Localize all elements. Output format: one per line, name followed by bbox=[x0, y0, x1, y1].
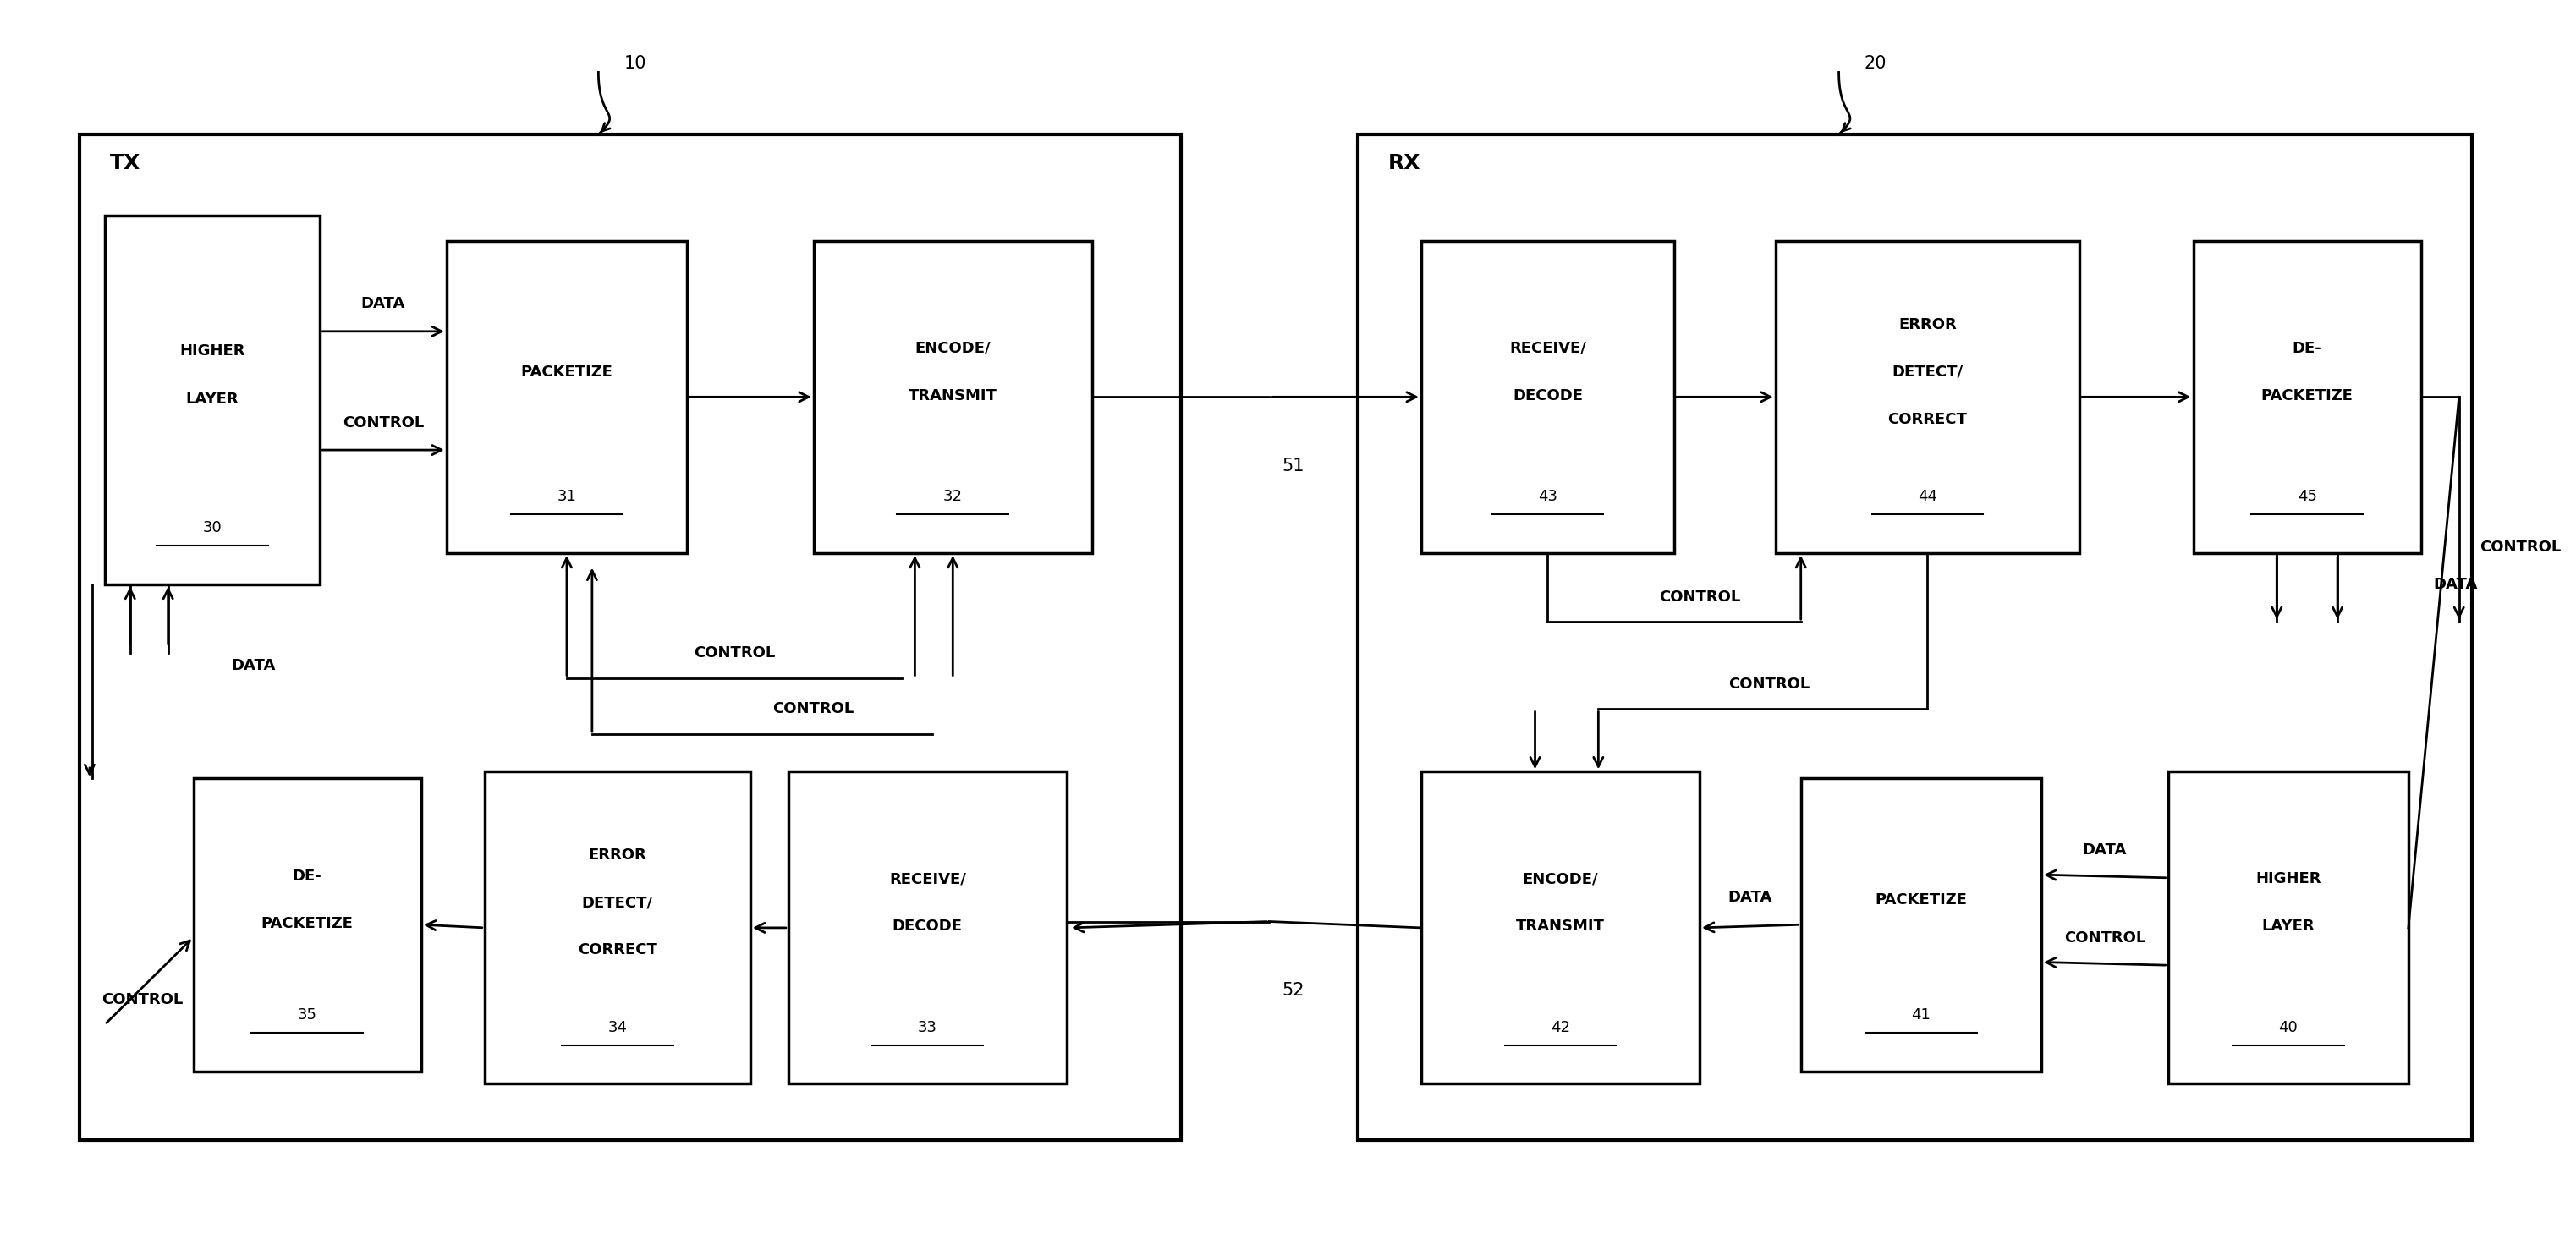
Bar bbox=[814, 241, 1092, 553]
Text: DATA: DATA bbox=[2081, 843, 2128, 858]
Text: TX: TX bbox=[111, 153, 142, 173]
Text: DETECT/: DETECT/ bbox=[582, 896, 652, 911]
Text: 34: 34 bbox=[608, 1020, 626, 1035]
Text: DETECT/: DETECT/ bbox=[1891, 364, 1963, 379]
Text: RECEIVE/: RECEIVE/ bbox=[889, 872, 966, 887]
Text: HIGHER: HIGHER bbox=[180, 344, 245, 359]
Text: TRANSMIT: TRANSMIT bbox=[1517, 919, 1605, 934]
Text: 32: 32 bbox=[943, 490, 963, 505]
Text: DE-: DE- bbox=[2293, 340, 2321, 355]
Text: PACKETIZE: PACKETIZE bbox=[2262, 388, 2354, 403]
Bar bbox=[80, 134, 1180, 1140]
Text: 52: 52 bbox=[1283, 982, 1303, 999]
Text: PACKETIZE: PACKETIZE bbox=[1875, 892, 1968, 907]
Text: DECODE: DECODE bbox=[1512, 388, 1582, 403]
Text: CORRECT: CORRECT bbox=[577, 942, 657, 958]
Text: 20: 20 bbox=[1865, 55, 1886, 72]
Text: DATA: DATA bbox=[2434, 577, 2478, 592]
Text: RECEIVE/: RECEIVE/ bbox=[1510, 340, 1587, 355]
Bar bbox=[446, 241, 688, 553]
Text: 31: 31 bbox=[556, 490, 577, 505]
Text: CONTROL: CONTROL bbox=[2063, 931, 2146, 946]
Text: DATA: DATA bbox=[1728, 889, 1772, 904]
Text: 10: 10 bbox=[623, 55, 647, 72]
Bar bbox=[1422, 241, 1674, 553]
Bar bbox=[1422, 771, 1700, 1084]
Bar bbox=[484, 771, 750, 1084]
Text: TRANSMIT: TRANSMIT bbox=[909, 388, 997, 403]
Text: CORRECT: CORRECT bbox=[1888, 412, 1968, 427]
Text: CONTROL: CONTROL bbox=[103, 992, 183, 1007]
Text: 40: 40 bbox=[2280, 1020, 2298, 1035]
Text: 33: 33 bbox=[917, 1020, 938, 1035]
Bar bbox=[106, 216, 319, 584]
Text: ERROR: ERROR bbox=[587, 848, 647, 863]
Text: 41: 41 bbox=[1911, 1007, 1932, 1022]
Text: DATA: DATA bbox=[232, 658, 276, 673]
Text: CONTROL: CONTROL bbox=[1659, 589, 1741, 604]
Text: PACKETIZE: PACKETIZE bbox=[260, 916, 353, 931]
Text: CONTROL: CONTROL bbox=[343, 414, 425, 430]
Bar bbox=[1775, 241, 2079, 553]
Text: HIGHER: HIGHER bbox=[2257, 872, 2321, 887]
Text: CONTROL: CONTROL bbox=[773, 702, 853, 717]
Text: DECODE: DECODE bbox=[891, 919, 963, 934]
Text: DATA: DATA bbox=[361, 296, 404, 311]
Text: 44: 44 bbox=[1917, 490, 1937, 505]
Text: CONTROL: CONTROL bbox=[2478, 539, 2561, 554]
Text: 35: 35 bbox=[299, 1007, 317, 1022]
Bar bbox=[2192, 241, 2421, 553]
Text: ERROR: ERROR bbox=[1899, 317, 1958, 332]
Bar bbox=[193, 777, 422, 1071]
Text: 43: 43 bbox=[1538, 490, 1558, 505]
Text: DE-: DE- bbox=[294, 868, 322, 883]
Bar bbox=[1358, 134, 2473, 1140]
Bar bbox=[2169, 771, 2409, 1084]
Text: PACKETIZE: PACKETIZE bbox=[520, 364, 613, 379]
Text: CONTROL: CONTROL bbox=[1728, 677, 1811, 692]
Bar bbox=[1801, 777, 2040, 1071]
Bar bbox=[788, 771, 1066, 1084]
Text: LAYER: LAYER bbox=[185, 391, 240, 407]
Text: ENCODE/: ENCODE/ bbox=[914, 340, 992, 355]
Text: 45: 45 bbox=[2298, 490, 2316, 505]
Text: 51: 51 bbox=[1283, 457, 1303, 474]
Text: 42: 42 bbox=[1551, 1020, 1571, 1035]
Text: 30: 30 bbox=[204, 520, 222, 536]
Text: CONTROL: CONTROL bbox=[693, 646, 775, 661]
Text: LAYER: LAYER bbox=[2262, 919, 2316, 934]
Text: RX: RX bbox=[1388, 153, 1422, 173]
Text: ENCODE/: ENCODE/ bbox=[1522, 872, 1597, 887]
